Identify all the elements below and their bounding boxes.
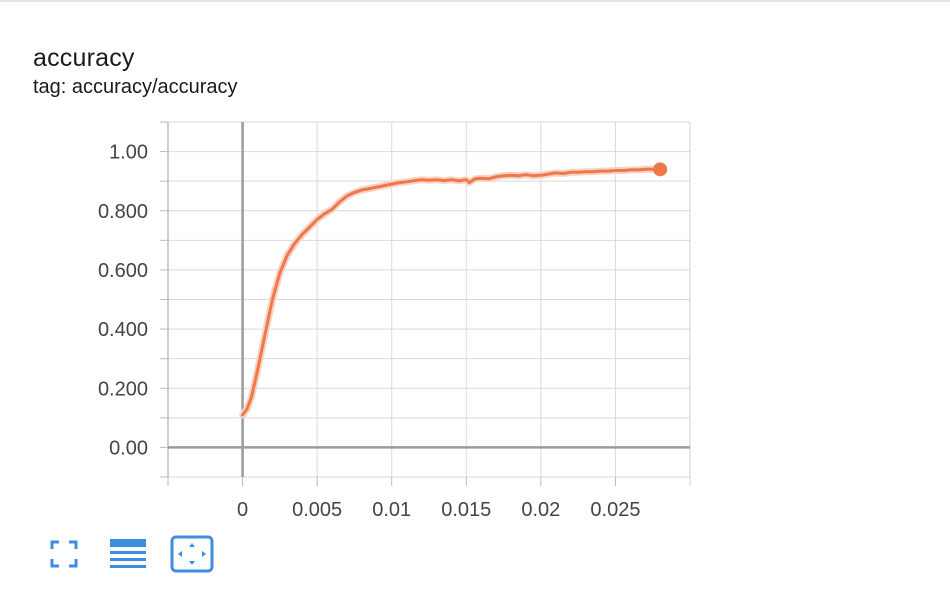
fit-domain-button[interactable] (170, 535, 214, 573)
chart-axes (167, 122, 691, 486)
x-tick-label: 0.005 (292, 499, 342, 521)
y-tick-label: 0.200 (98, 378, 148, 400)
x-tick-label: 0 (237, 499, 248, 521)
chart-tick-labels: 0.00 0.200 0.400 0.600 0.800 1.00 0 0.005 0.01 0.… (98, 142, 641, 521)
x-tick-label: 0.025 (590, 499, 640, 521)
toggle-log-scale-button[interactable] (108, 538, 148, 570)
x-tick-label: 0.015 (441, 499, 491, 521)
x-tick-label: 0.02 (521, 499, 560, 521)
fullscreen-icon (50, 540, 78, 568)
series-line (241, 167, 662, 417)
chart-card-tag: tag: accuracy/accuracy (33, 76, 238, 98)
y-tick-label: 0.400 (98, 319, 148, 341)
series-last-point (653, 162, 668, 177)
top-divider (0, 0, 950, 2)
fit-domain-icon (170, 535, 214, 573)
y-tick-label: 1.00 (109, 142, 148, 164)
chart-grid (160, 121, 691, 486)
list-lines-icon (110, 539, 146, 568)
y-tick-label: 0.800 (98, 201, 148, 223)
chart-series (239, 162, 668, 419)
y-tick-label: 0.600 (98, 260, 148, 282)
series-raw-band (239, 165, 664, 419)
x-tick-label: 0.01 (372, 499, 411, 521)
chart-card-title: accuracy (33, 44, 135, 72)
y-tick-label: 0.00 (109, 437, 148, 459)
fullscreen-button[interactable] (50, 540, 78, 568)
